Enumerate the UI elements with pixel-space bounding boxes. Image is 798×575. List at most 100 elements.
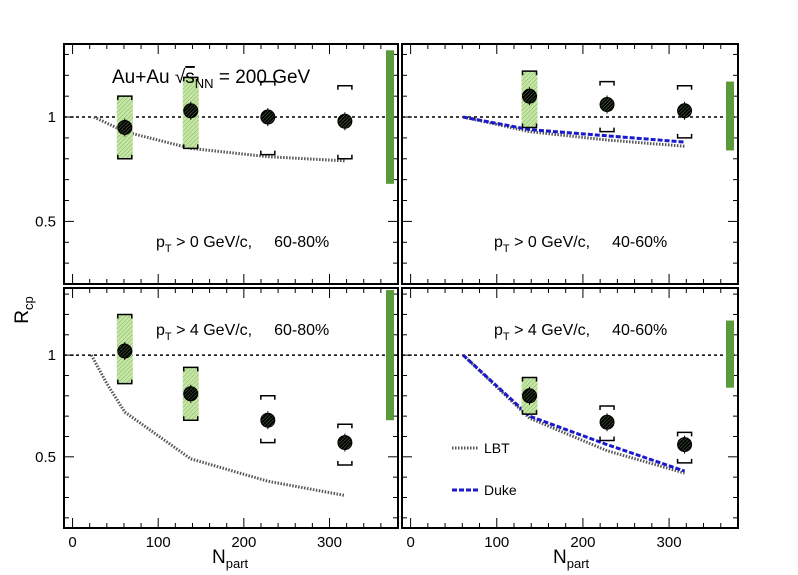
data-point <box>599 97 615 113</box>
panel-label-pt-sub: T <box>503 243 510 255</box>
x-tick-label: 0 <box>68 534 76 551</box>
syst-bracket <box>260 395 276 400</box>
syst-bracket <box>337 423 353 429</box>
syst-bracket <box>521 376 538 382</box>
panel-label-pt-sub: T <box>503 331 510 343</box>
panel-frame <box>63 43 399 285</box>
panel-frame <box>63 287 399 529</box>
system-label-sqrt: √ <box>175 67 186 88</box>
panel-label-pt-sub: T <box>165 331 172 343</box>
legend: LBT Duke <box>452 440 517 498</box>
y-tick-label: 1 <box>48 109 56 126</box>
lbt-curve <box>462 115 685 148</box>
syst-bracket <box>676 458 693 464</box>
panel-label-centrality: 60-80% <box>274 234 329 251</box>
x-tick-label: 300 <box>317 534 342 551</box>
panel-top-left: 0.5 1 pT > 0 GeV/c, 60-80% <box>35 43 399 285</box>
y-tick-label: 0.5 <box>35 213 56 230</box>
data-point <box>677 103 693 119</box>
x-axis-title-left-sub: part <box>226 556 249 571</box>
system-label-prefix: Au+Au <box>112 67 175 88</box>
panel-label: pT > 0 GeV/c, 60-80% <box>156 234 329 255</box>
legend-duke-label: Duke <box>484 482 517 498</box>
panel-label-cut: > 0 GeV/c, <box>510 234 590 251</box>
normalization-band <box>726 320 734 388</box>
syst-bracket <box>676 431 693 437</box>
syst-bracket <box>117 379 133 385</box>
x-tick-label: 300 <box>657 534 682 551</box>
duke-curve <box>462 354 686 473</box>
syst-bracket <box>521 123 538 129</box>
svg-text:Rcp: Rcp <box>12 296 36 323</box>
y-axis-title-sub: cp <box>21 296 36 310</box>
panel-label-pt-sub: T <box>165 243 172 255</box>
syst-bracket <box>676 84 693 90</box>
x-axis-title-right-main: N <box>553 547 567 568</box>
syst-bracket <box>260 150 276 156</box>
y-tick-label: 1 <box>48 347 56 364</box>
panel-label-centrality: 60-80% <box>274 322 329 339</box>
system-label-sub: NN <box>195 76 214 91</box>
data-point <box>260 109 276 125</box>
x-tick-label: 200 <box>231 534 256 551</box>
x-axis-title-right: Npart <box>553 547 590 571</box>
panel-label: pT > 0 GeV/c, 40-60% <box>494 234 667 255</box>
syst-bracket <box>599 405 615 410</box>
syst-bracket <box>182 366 199 372</box>
x-tick-label: 0 <box>406 534 414 551</box>
y-axis-title: Rcp <box>12 296 36 323</box>
panel-label-cut: > 4 GeV/c, <box>172 322 252 339</box>
normalization-band <box>726 81 734 151</box>
panel-label-pt: p <box>156 234 165 251</box>
syst-bracket <box>260 438 276 444</box>
syst-bracket <box>117 154 133 160</box>
syst-bracket <box>521 70 538 76</box>
syst-bracket <box>117 95 133 101</box>
panel-bottom-left: 0 100 200 300 0.5 1 pT > 4 GeV/c, 60-80% <box>35 287 399 551</box>
data-point <box>260 412 276 428</box>
legend-lbt-label: LBT <box>484 440 510 456</box>
x-tick-label: 100 <box>484 534 509 551</box>
x-axis-title-right-sub: part <box>567 556 590 571</box>
normalization-band <box>386 290 394 421</box>
lbt-curve <box>90 354 346 497</box>
panel-bottom-right: 0 100 200 300 pT > 4 GeV/c, 40-60% <box>401 287 739 551</box>
syst-bracket <box>337 154 353 160</box>
panel-label-centrality: 40-60% <box>612 322 667 339</box>
data-point <box>337 113 353 129</box>
syst-bracket <box>260 80 276 86</box>
panel-label-pt: p <box>494 234 503 251</box>
x-tick-label: 100 <box>146 534 171 551</box>
syst-bracket <box>182 416 199 421</box>
panel-frame <box>401 43 739 285</box>
y-axis-title-main: R <box>12 310 33 324</box>
duke-curve <box>462 115 685 144</box>
syst-bracket <box>337 84 353 90</box>
data-point <box>522 88 538 104</box>
x-axis-title-left-main: N <box>212 547 226 568</box>
syst-bracket <box>182 144 199 150</box>
panel-top-right: pT > 0 GeV/c, 40-60% <box>401 43 739 285</box>
syst-bracket <box>521 410 538 415</box>
system-label: Au+Au √sNN = 200 GeV <box>112 67 311 91</box>
system-label-s: s <box>185 67 195 88</box>
data-point <box>117 343 133 359</box>
panel-label: pT > 4 GeV/c, 60-80% <box>156 322 329 343</box>
panel-label-centrality: 40-60% <box>612 234 667 251</box>
panel-frame <box>401 287 739 529</box>
syst-bracket <box>599 436 615 442</box>
data-point <box>599 414 615 430</box>
x-tick-label: 200 <box>570 534 595 551</box>
normalization-band <box>386 50 394 184</box>
syst-bracket <box>599 127 615 133</box>
x-axis-title-left: Npart <box>212 547 249 571</box>
data-point <box>117 119 133 135</box>
data-point <box>677 437 693 453</box>
panel-label-cut: > 0 GeV/c, <box>172 234 252 251</box>
panel-label-cut: > 4 GeV/c, <box>510 322 590 339</box>
syst-bracket <box>337 460 353 466</box>
panel-label-pt: p <box>494 322 503 339</box>
syst-bracket <box>117 313 133 319</box>
